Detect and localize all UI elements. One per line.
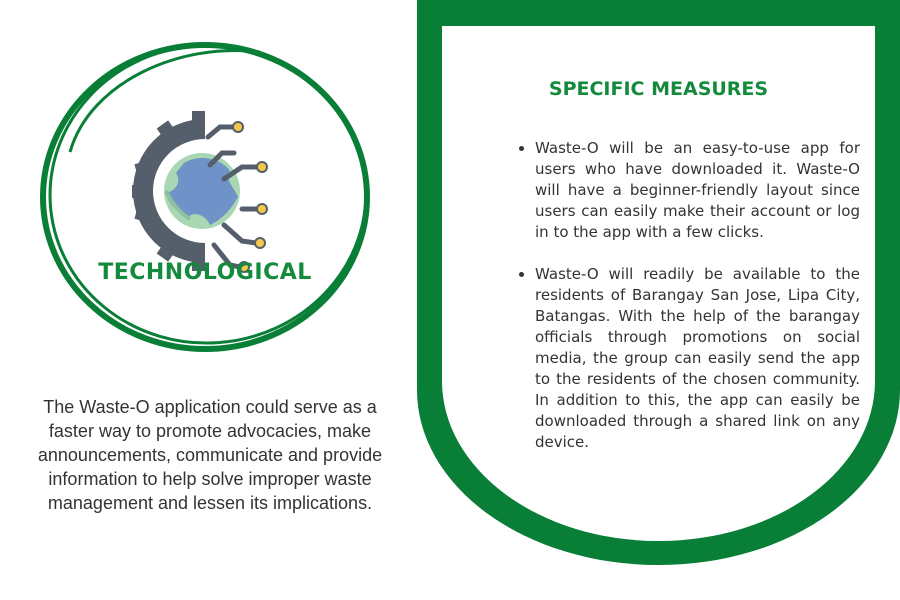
technological-badge: TECHNOLOGICAL [30, 32, 380, 362]
measures-panel-body: SPECIFIC MEASURES Waste-O will be an eas… [442, 26, 875, 541]
category-title: TECHNOLOGICAL [98, 260, 312, 285]
measures-list: Waste-O will be an easy-to-use app for u… [502, 138, 860, 474]
list-item: Waste-O will readily be available to the… [535, 264, 860, 453]
gear-globe-circuit-icon [130, 107, 280, 282]
measures-shield-panel: SPECIFIC MEASURES Waste-O will be an eas… [417, 0, 900, 565]
panel-title: SPECIFIC MEASURES [548, 78, 769, 100]
list-item: Waste-O will be an easy-to-use app for u… [535, 138, 860, 243]
category-description: The Waste-O application could serve as a… [37, 397, 383, 513]
hand-drawn-circle [40, 42, 370, 352]
